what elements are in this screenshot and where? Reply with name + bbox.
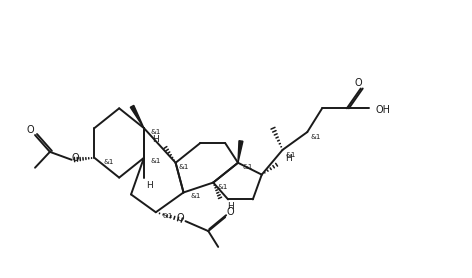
Text: O: O xyxy=(226,207,234,217)
Text: &1: &1 xyxy=(103,159,113,165)
Polygon shape xyxy=(238,141,243,163)
Text: &1: &1 xyxy=(151,158,161,164)
Text: &1: &1 xyxy=(285,152,295,158)
Text: O: O xyxy=(177,213,185,223)
Text: O: O xyxy=(26,125,34,135)
Text: H: H xyxy=(227,202,234,211)
Text: &1: &1 xyxy=(162,213,173,219)
Text: OH: OH xyxy=(375,105,390,115)
Text: &1: &1 xyxy=(190,193,201,199)
Text: &1: &1 xyxy=(243,164,253,170)
Text: O: O xyxy=(355,78,362,88)
Text: &1: &1 xyxy=(218,183,228,190)
Text: &1: &1 xyxy=(178,164,189,170)
Text: H: H xyxy=(285,154,292,163)
Text: H: H xyxy=(152,135,159,145)
Text: &1: &1 xyxy=(151,129,161,135)
Polygon shape xyxy=(130,105,144,128)
Text: &1: &1 xyxy=(310,134,320,140)
Text: O: O xyxy=(72,153,79,163)
Text: H: H xyxy=(146,181,153,190)
